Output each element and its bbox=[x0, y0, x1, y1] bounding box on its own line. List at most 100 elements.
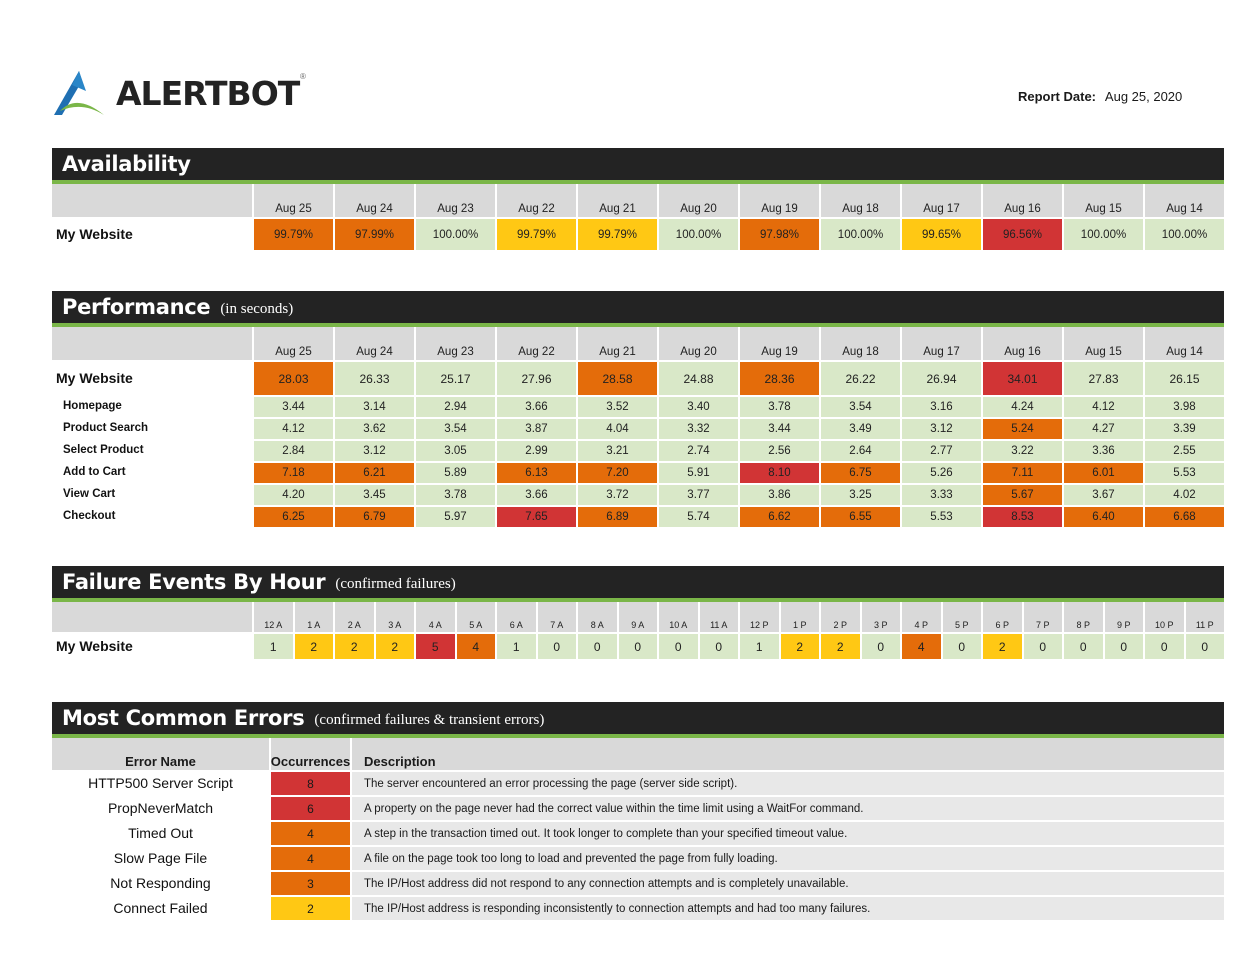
column-header: Aug 20 bbox=[657, 184, 738, 217]
value-cell: 3.78 bbox=[414, 483, 495, 505]
value-cell: 26.94 bbox=[900, 360, 981, 395]
value-cell: 5 bbox=[414, 632, 455, 659]
error-row: Connect Failed 2 The IP/Host address is re… bbox=[52, 895, 1224, 920]
value-cell: 4.12 bbox=[1062, 395, 1143, 417]
column-header: Aug 22 bbox=[495, 327, 576, 360]
value-cell: 25.17 bbox=[414, 360, 495, 395]
value-cell: 3.12 bbox=[333, 439, 414, 461]
value-cell: 3.12 bbox=[900, 417, 981, 439]
value-cell: 99.65% bbox=[900, 217, 981, 250]
section-title: Most Common Errors bbox=[62, 706, 305, 730]
value-cell: 3.66 bbox=[495, 395, 576, 417]
value-cell: 5.74 bbox=[657, 505, 738, 527]
value-cell: 100.00% bbox=[657, 217, 738, 250]
error-description: The IP/Host address is responding incons… bbox=[350, 895, 1224, 920]
data-row: Checkout 6.25 6.79 5.97 7.65 6.89 5.74 6.62 6.55… bbox=[52, 505, 1224, 527]
value-cell: 3.21 bbox=[576, 439, 657, 461]
row-label: View Cart bbox=[63, 488, 116, 500]
value-cell: 6.79 bbox=[333, 505, 414, 527]
error-count: 3 bbox=[269, 870, 350, 895]
value-cell: 99.79% bbox=[576, 217, 657, 250]
error-name: Not Responding bbox=[110, 874, 211, 891]
value-cell: 97.98% bbox=[738, 217, 819, 250]
column-header: 11 P bbox=[1183, 602, 1225, 632]
column-header: Aug 18 bbox=[819, 184, 900, 217]
value-cell: 2.77 bbox=[900, 439, 981, 461]
column-header: 8 P bbox=[1062, 602, 1103, 632]
value-cell: 4.02 bbox=[1143, 483, 1224, 505]
column-header: Aug 20 bbox=[657, 327, 738, 360]
column-header: Aug 24 bbox=[333, 327, 414, 360]
value-cell: 2 bbox=[292, 632, 333, 659]
column-header: Aug 23 bbox=[414, 327, 495, 360]
value-cell: 2 bbox=[819, 632, 860, 659]
col-occurrences: Occurrences bbox=[269, 738, 350, 770]
value-cell: 97.99% bbox=[333, 217, 414, 250]
error-count: 4 bbox=[269, 845, 350, 870]
value-cell: 3.78 bbox=[738, 395, 819, 417]
error-count: 8 bbox=[269, 770, 350, 795]
value-cell: 5.91 bbox=[657, 461, 738, 483]
value-cell: 4.20 bbox=[252, 483, 333, 505]
value-cell: 2 bbox=[373, 632, 414, 659]
col-error-name: Error Name bbox=[125, 754, 196, 769]
value-cell: 3.33 bbox=[900, 483, 981, 505]
value-cell: 3.49 bbox=[819, 417, 900, 439]
value-cell: 3.52 bbox=[576, 395, 657, 417]
errors-header-row: Error Name Occurrences Description bbox=[52, 738, 1224, 770]
column-header: 6 P bbox=[981, 602, 1022, 632]
value-cell: 26.22 bbox=[819, 360, 900, 395]
value-cell: 5.89 bbox=[414, 461, 495, 483]
value-cell: 6.13 bbox=[495, 461, 576, 483]
column-header: 4 A bbox=[414, 602, 455, 632]
value-cell: 3.77 bbox=[657, 483, 738, 505]
value-cell: 6.55 bbox=[819, 505, 900, 527]
report-date-label: Report Date: bbox=[1018, 89, 1097, 104]
value-cell: 8.53 bbox=[981, 505, 1062, 527]
column-header: 1 A bbox=[292, 602, 334, 632]
report-date: Report Date: Aug 25, 2020 bbox=[1018, 89, 1182, 104]
value-cell: 6.75 bbox=[819, 461, 900, 483]
value-cell: 3.87 bbox=[495, 417, 576, 439]
value-cell: 3.72 bbox=[576, 483, 657, 505]
column-header: 12 A bbox=[252, 602, 293, 632]
value-cell: 24.88 bbox=[657, 360, 738, 395]
error-description: The IP/Host address did not respond to a… bbox=[350, 870, 1224, 895]
column-header: Aug 24 bbox=[333, 184, 414, 217]
value-cell: 28.58 bbox=[576, 360, 657, 395]
error-name: Timed Out bbox=[128, 824, 193, 841]
column-header: Aug 18 bbox=[819, 327, 900, 360]
column-header: 5 P bbox=[940, 602, 982, 632]
error-name: Slow Page File bbox=[113, 849, 208, 866]
error-name: Connect Failed bbox=[113, 899, 208, 916]
column-header: 10 P bbox=[1143, 602, 1184, 632]
column-header: Aug 21 bbox=[576, 184, 657, 217]
value-cell: 28.36 bbox=[738, 360, 819, 395]
error-count: 2 bbox=[269, 895, 350, 920]
value-cell: 0 bbox=[616, 632, 657, 659]
column-header: 1 P bbox=[778, 602, 820, 632]
data-row: Select Product 2.84 3.12 3.05 2.99 3.21 2.74 2.… bbox=[52, 439, 1224, 461]
column-header: Aug 17 bbox=[900, 184, 981, 217]
value-cell: 1 bbox=[738, 632, 779, 659]
error-description: A file on the page took too long to load… bbox=[350, 845, 1224, 870]
value-cell: 6.89 bbox=[576, 505, 657, 527]
column-header: 12 P bbox=[738, 602, 779, 632]
value-cell: 3.39 bbox=[1143, 417, 1224, 439]
column-header: Aug 14 bbox=[1143, 184, 1224, 217]
error-description: A step in the transaction timed out. It … bbox=[350, 820, 1224, 845]
value-cell: 6.21 bbox=[333, 461, 414, 483]
value-cell: 0 bbox=[535, 632, 576, 659]
column-header: Aug 19 bbox=[738, 327, 819, 360]
error-row: PropNeverMatch 6 A property on the page ne… bbox=[52, 795, 1224, 820]
value-cell: 2 bbox=[981, 632, 1022, 659]
value-cell: 3.62 bbox=[333, 417, 414, 439]
value-cell: 4 bbox=[900, 632, 941, 659]
value-cell: 3.67 bbox=[1062, 483, 1143, 505]
value-cell: 4.27 bbox=[1062, 417, 1143, 439]
value-cell: 0 bbox=[940, 632, 981, 659]
value-cell: 3.54 bbox=[414, 417, 495, 439]
column-header: 2 P bbox=[819, 602, 860, 632]
errors-header: Most Common Errors (confirmed failures &… bbox=[52, 702, 1224, 738]
